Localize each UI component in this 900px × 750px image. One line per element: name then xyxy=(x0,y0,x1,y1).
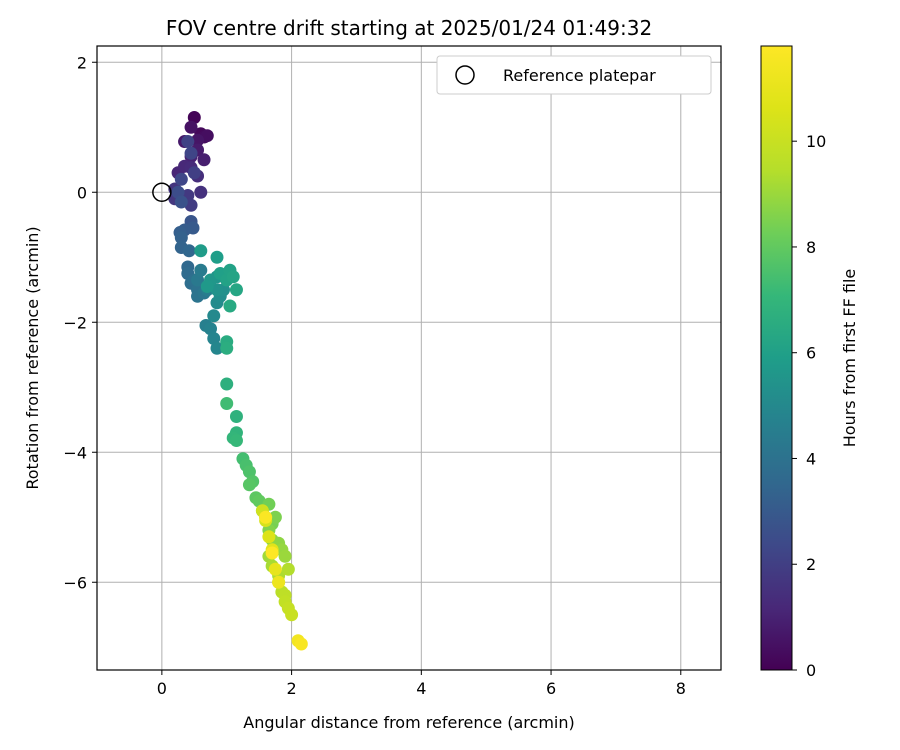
scatter-point xyxy=(207,309,221,323)
scatter-point xyxy=(174,231,188,245)
scatter-point xyxy=(281,562,295,576)
data-points xyxy=(168,111,308,651)
scatter-point xyxy=(181,135,195,149)
x-tick-label: 2 xyxy=(287,679,297,698)
y-tick-label: 2 xyxy=(77,53,87,72)
legend-label: Reference platepar xyxy=(503,66,656,85)
y-tick-label: −6 xyxy=(63,573,87,592)
scatter-point xyxy=(197,153,211,167)
scatter-point xyxy=(194,244,208,258)
colorbar-tick-label: 4 xyxy=(806,449,816,468)
scatter-point xyxy=(223,299,237,313)
scatter-point xyxy=(229,410,243,423)
colorbar-gradient xyxy=(760,45,793,671)
scatter-point xyxy=(191,133,205,147)
scatter-point xyxy=(242,478,256,492)
x-axis-label: Angular distance from reference (arcmin) xyxy=(243,713,574,732)
scatter-point xyxy=(220,397,234,410)
scatter-point xyxy=(220,341,234,355)
scatter-point xyxy=(184,120,198,134)
plot-frame xyxy=(96,45,722,671)
scatter-point xyxy=(272,575,286,589)
colorbar-label: Hours from first FF file xyxy=(840,269,859,448)
scatter-point xyxy=(285,608,299,622)
y-axis-ticks: 2 0 −2 −4 −6 xyxy=(63,53,97,592)
scatter-point xyxy=(171,185,185,199)
scatter-point xyxy=(210,341,224,355)
scatter-point xyxy=(184,146,198,160)
scatter-point xyxy=(220,377,234,391)
scatter-point xyxy=(278,549,292,563)
scatter-point xyxy=(207,332,221,345)
scatter-point xyxy=(191,273,205,287)
x-tick-label: 6 xyxy=(546,679,556,698)
legend: Reference platepar xyxy=(436,55,712,95)
scatter-point xyxy=(259,510,273,524)
scatter-point xyxy=(268,562,282,576)
y-tick-label: 0 xyxy=(77,183,87,202)
scatter-point xyxy=(200,129,214,143)
scatter-point xyxy=(194,185,208,199)
colorbar-ticks: 0 2 4 6 8 10 xyxy=(792,132,826,680)
colorbar-tick-label: 0 xyxy=(806,661,816,680)
colorbar-tick-label: 2 xyxy=(806,555,816,574)
y-tick-label: −2 xyxy=(63,313,87,332)
x-tick-label: 8 xyxy=(676,679,686,698)
scatter-point xyxy=(265,546,279,560)
scatter-point xyxy=(174,195,188,209)
scatter-point xyxy=(294,637,308,651)
scatter-point xyxy=(242,465,256,479)
colorbar: 0 2 4 6 8 10 Hours from first FF file xyxy=(760,45,859,680)
y-axis-label: Rotation from reference (arcmin) xyxy=(23,226,42,489)
scatter-point xyxy=(182,244,196,258)
scatter-point xyxy=(187,166,201,180)
x-tick-label: 0 xyxy=(157,679,167,698)
scatter-point xyxy=(174,172,188,186)
y-tick-label: −4 xyxy=(63,443,87,462)
scatter-point xyxy=(226,270,240,284)
x-axis-ticks: 0 2 4 6 8 xyxy=(157,670,686,698)
colorbar-tick-label: 8 xyxy=(806,238,816,257)
scatter-point xyxy=(187,111,201,124)
legend-marker-icon xyxy=(455,65,475,85)
colorbar-tick-label: 6 xyxy=(806,344,816,363)
reference-point-marker xyxy=(152,182,172,202)
scatter-point xyxy=(229,283,243,297)
x-tick-label: 4 xyxy=(416,679,426,698)
scatter-point xyxy=(229,434,243,448)
legend-box xyxy=(436,55,712,95)
scatter-point xyxy=(200,280,214,293)
scatter-point xyxy=(210,250,224,264)
chart-title: FOV centre drift starting at 2025/01/24 … xyxy=(166,16,652,40)
scatter-point xyxy=(262,530,276,544)
scatter-point xyxy=(204,322,218,336)
scatter-point xyxy=(194,263,208,277)
colorbar-tick-label: 10 xyxy=(806,132,826,151)
